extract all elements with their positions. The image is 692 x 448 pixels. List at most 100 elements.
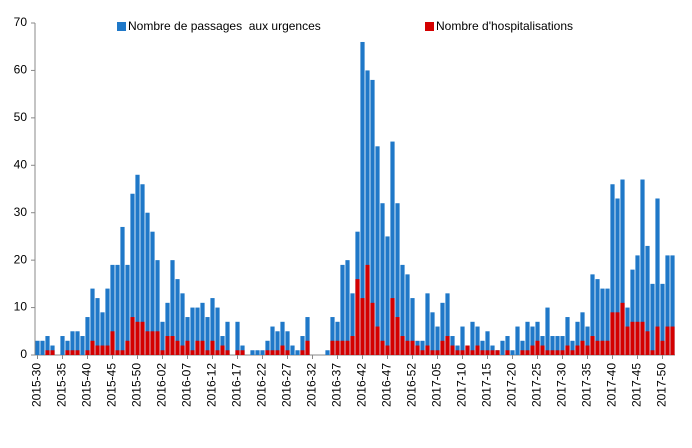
bar xyxy=(585,326,590,355)
legend-swatch xyxy=(117,22,126,31)
bar xyxy=(385,345,390,355)
bar xyxy=(295,350,300,355)
y-tick-label: 30 xyxy=(14,205,28,219)
bar xyxy=(430,350,435,355)
bar xyxy=(150,231,155,355)
bar xyxy=(195,307,200,355)
bar xyxy=(545,350,550,355)
bar xyxy=(190,307,195,355)
bar xyxy=(115,264,120,355)
bar xyxy=(385,236,390,355)
bar xyxy=(340,264,345,355)
bar xyxy=(395,317,400,355)
bar xyxy=(180,345,185,355)
bar xyxy=(135,321,140,355)
bar xyxy=(210,340,215,355)
bar xyxy=(425,293,430,355)
bar xyxy=(325,350,330,355)
bar xyxy=(550,350,555,355)
bar xyxy=(365,264,370,355)
bar xyxy=(570,350,575,355)
x-tick-label: 2017-50 xyxy=(655,363,669,407)
bar xyxy=(330,317,335,355)
bar xyxy=(35,340,40,355)
bar xyxy=(460,350,465,355)
bar xyxy=(130,317,135,355)
bar xyxy=(590,336,595,355)
bar xyxy=(210,298,215,355)
x-tick-label: 2017-35 xyxy=(580,363,594,407)
bar xyxy=(215,350,220,355)
bar xyxy=(305,340,310,355)
bar xyxy=(555,350,560,355)
bar xyxy=(645,331,650,355)
bar xyxy=(350,336,355,355)
bar xyxy=(185,317,190,355)
bar xyxy=(630,269,635,355)
bar xyxy=(85,317,90,355)
bar xyxy=(120,350,125,355)
x-tick-label: 2016-22 xyxy=(255,363,269,407)
bar xyxy=(290,345,295,355)
bar xyxy=(205,317,210,355)
bar xyxy=(395,203,400,355)
bar xyxy=(240,350,245,355)
bar xyxy=(205,350,210,355)
bar xyxy=(610,184,615,355)
bar xyxy=(160,321,165,355)
bar xyxy=(410,298,415,355)
bar xyxy=(575,321,580,355)
y-tick-label: 50 xyxy=(14,110,28,124)
bar xyxy=(645,245,650,355)
bar xyxy=(375,326,380,355)
bar xyxy=(400,336,405,355)
bar xyxy=(225,321,230,355)
bar xyxy=(500,340,505,355)
bar xyxy=(280,345,285,355)
bar xyxy=(420,340,425,355)
bar xyxy=(170,260,175,355)
bar xyxy=(335,321,340,355)
bar xyxy=(40,340,45,355)
bar xyxy=(90,288,95,355)
x-tick-label: 2016-27 xyxy=(280,363,294,407)
bar xyxy=(570,340,575,355)
bar xyxy=(100,345,105,355)
bar xyxy=(525,350,530,355)
bar xyxy=(420,350,425,355)
bar xyxy=(330,340,335,355)
bar xyxy=(560,350,565,355)
bar xyxy=(65,340,70,355)
bar xyxy=(505,336,510,355)
x-tick-label: 2015-50 xyxy=(130,363,144,407)
bar xyxy=(255,350,260,355)
bar xyxy=(70,350,75,355)
bar xyxy=(250,350,255,355)
bar xyxy=(670,326,675,355)
bar xyxy=(340,340,345,355)
bar xyxy=(120,226,125,355)
bar xyxy=(485,331,490,355)
bar xyxy=(380,340,385,355)
bar xyxy=(45,336,50,355)
bar xyxy=(520,350,525,355)
bar xyxy=(355,279,360,355)
bar xyxy=(405,274,410,355)
bar xyxy=(235,350,240,355)
bar xyxy=(105,288,110,355)
bar xyxy=(140,184,145,355)
bar xyxy=(640,321,645,355)
bar xyxy=(195,340,200,355)
y-tick-label: 70 xyxy=(14,15,28,29)
x-tick-label: 2017-05 xyxy=(430,363,444,407)
bar xyxy=(370,302,375,355)
x-tick-label: 2016-37 xyxy=(330,363,344,407)
x-tick-label: 2015-40 xyxy=(80,363,94,407)
bar xyxy=(475,345,480,355)
bar xyxy=(115,350,120,355)
legend-swatch xyxy=(425,22,434,31)
x-tick-label: 2016-32 xyxy=(305,363,319,407)
bar xyxy=(275,331,280,355)
bar xyxy=(490,350,495,355)
bar xyxy=(175,279,180,355)
